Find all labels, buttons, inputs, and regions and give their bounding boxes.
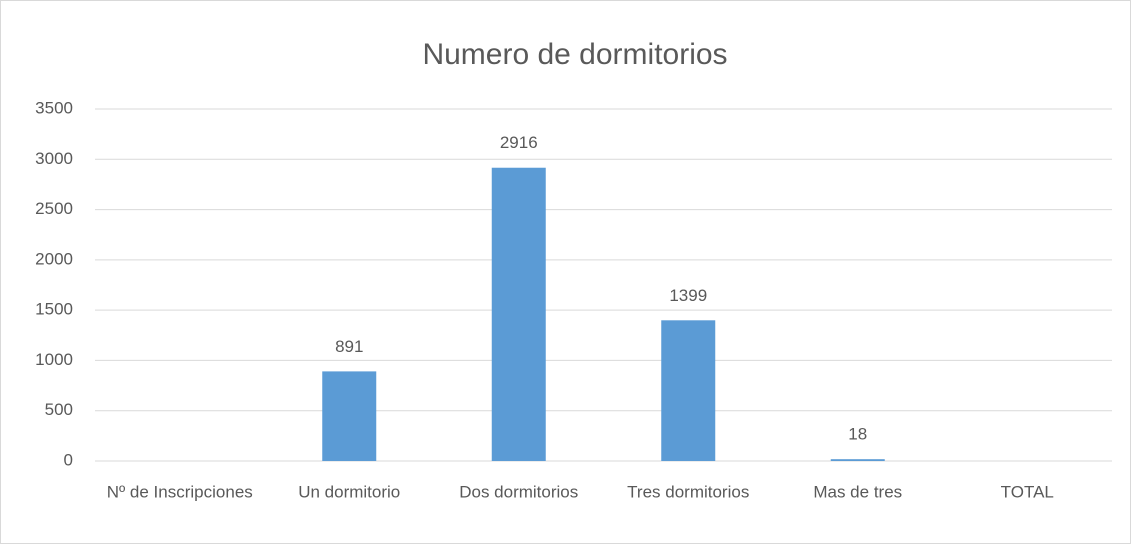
y-tick-label: 500 [45,400,73,419]
data-label: 18 [848,425,867,444]
y-tick-label: 0 [64,450,73,469]
y-tick-label: 2000 [35,249,73,268]
y-tick-label: 3000 [35,149,73,168]
bar [661,320,716,461]
y-tick-label: 2500 [35,199,73,218]
x-tick-label: Mas de tres [813,482,902,501]
bar [322,371,377,461]
x-tick-label: Un dormitorio [298,482,400,501]
bar [830,459,885,461]
data-label: 2916 [500,133,538,152]
x-tick-label: Tres dormitorios [627,482,749,501]
y-tick-label: 1500 [35,300,73,319]
y-tick-label: 1000 [35,350,73,369]
data-label: 891 [335,337,363,356]
chart-title: Numero de dormitorios [422,38,727,71]
x-tick-label: Nº de Inscripciones [107,482,253,501]
data-label: 1399 [669,286,707,305]
x-tick-label: TOTAL [1001,482,1054,501]
bar [491,167,546,462]
y-tick-label: 3500 [35,98,73,117]
x-tick-label: Dos dormitorios [459,482,578,501]
